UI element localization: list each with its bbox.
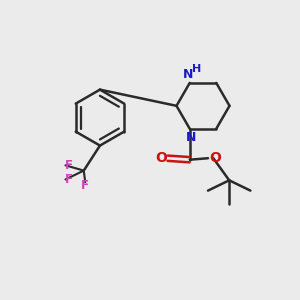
Text: H: H — [192, 64, 201, 74]
Text: O: O — [209, 151, 221, 165]
Text: O: O — [155, 151, 167, 165]
Text: N: N — [186, 131, 196, 144]
Text: F: F — [64, 159, 72, 172]
Text: F: F — [64, 173, 72, 186]
Text: F: F — [81, 179, 89, 192]
Text: N: N — [183, 68, 194, 81]
